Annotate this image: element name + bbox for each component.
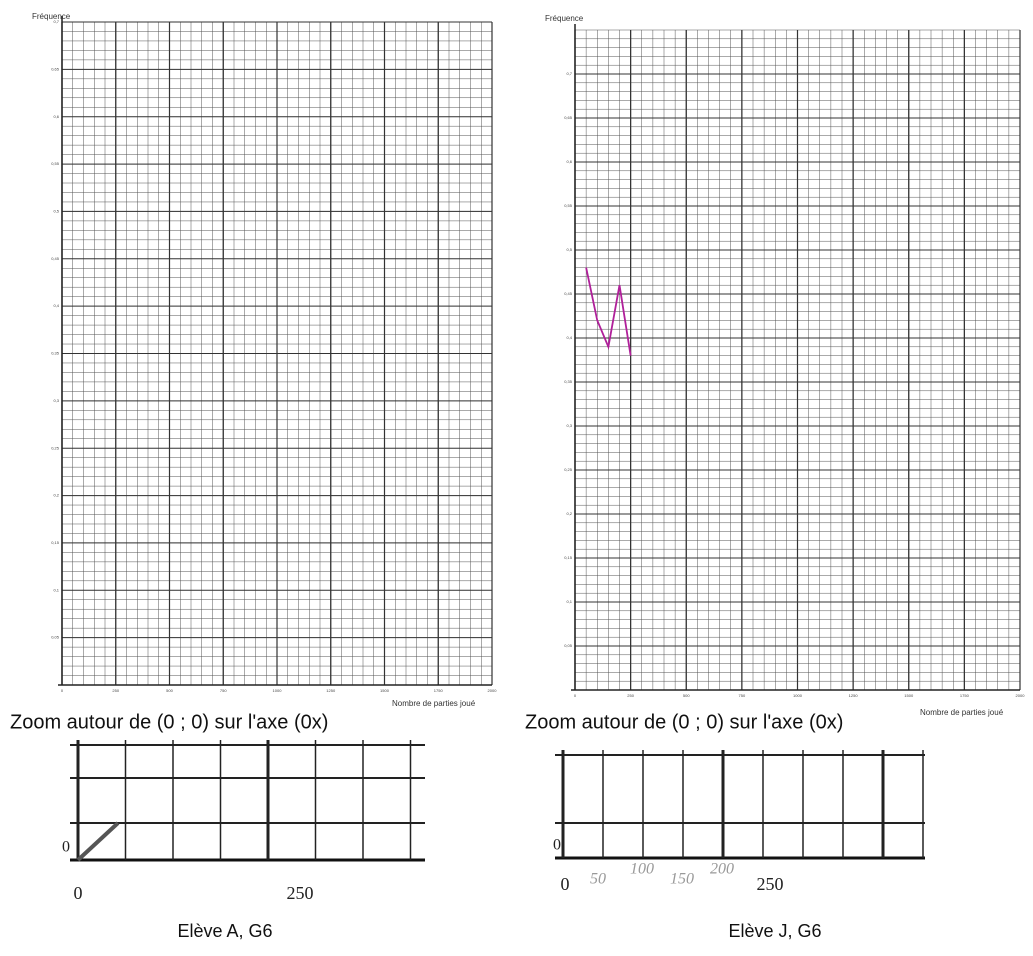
x-tick-label: 250 [627,693,634,698]
y-tick-label: 0,55 [564,203,573,208]
y-tick-label: 0,2 [566,511,572,516]
y-axis-label: Fréquence [545,14,584,23]
y-tick-label: 0,1 [566,599,572,604]
x-tick-label: 0 [61,688,64,693]
y-axis-label: Fréquence [32,12,71,21]
x-tick-label: 750 [739,693,746,698]
caption: Elève A, G6 [177,921,272,941]
caption: Elève J, G6 [728,921,821,941]
zoom-x-tick-label: 0 [74,883,83,903]
y-tick-label: 0,1 [53,587,59,592]
x-axis-label: Nombre de parties joué [392,699,476,708]
y-tick-label: 0,45 [51,256,60,261]
x-tick-label: 250 [112,688,119,693]
handwritten-label: 200 [710,861,734,878]
zoom-y-tick-label: 0 [553,837,561,854]
y-tick-label: 0,4 [53,303,59,308]
zoom-title: Zoom autour de (0 ; 0) sur l'axe (0x) [525,711,843,733]
x-tick-label: 0 [574,693,577,698]
y-tick-label: 0,7 [566,71,572,76]
x-tick-label: 1500 [904,693,914,698]
handwritten-stroke [76,821,120,862]
zoom-title: Zoom autour de (0 ; 0) sur l'axe (0x) [10,711,328,733]
y-tick-label: 0,15 [564,555,573,560]
y-tick-label: 0,25 [51,445,60,450]
x-tick-label: 500 [166,688,173,693]
x-tick-label: 2000 [1016,693,1026,698]
y-tick-label: 0,25 [564,467,573,472]
y-tick-label: 0,05 [51,635,60,640]
x-tick-label: 1250 [849,693,859,698]
x-axis-label: Nombre de parties joué [920,708,1004,717]
zoom-x-tick-label: 0 [561,874,570,894]
x-tick-label: 1000 [793,693,803,698]
y-tick-label: 0,4 [566,335,572,340]
zoom-y-tick-label: 0 [62,839,70,856]
y-tick-label: 0,65 [51,66,60,71]
zoom-x-tick-label: 250 [287,883,314,903]
zoom-x-tick-label: 250 [757,874,784,894]
y-tick-label: 0,65 [564,115,573,120]
y-tick-label: 0,15 [51,540,60,545]
y-tick-label: 0,2 [53,493,59,498]
y-tick-label: 0,05 [564,643,573,648]
x-tick-label: 500 [683,693,690,698]
handwritten-label: 50 [590,871,606,888]
y-tick-label: 0,55 [51,161,60,166]
x-tick-label: 2000 [488,688,498,693]
y-tick-label: 0,35 [564,379,573,384]
x-tick-label: 1750 [434,688,444,693]
y-tick-label: 0,6 [53,114,59,119]
x-tick-label: 1000 [273,688,283,693]
x-tick-label: 1750 [960,693,970,698]
y-tick-label: 0,7 [53,19,59,24]
x-tick-label: 1250 [326,688,336,693]
y-tick-label: 0,3 [566,423,572,428]
y-tick-label: 0,35 [51,351,60,356]
y-tick-label: 0,5 [566,247,572,252]
x-tick-label: 750 [220,688,227,693]
x-tick-label: 1500 [380,688,390,693]
y-tick-label: 0,6 [566,159,572,164]
handwritten-label: 150 [670,871,694,888]
y-tick-label: 0,3 [53,398,59,403]
y-tick-label: 0,5 [53,208,59,213]
y-tick-label: 0,45 [564,291,573,296]
series-line [585,267,632,356]
handwritten-label: 100 [630,861,654,878]
